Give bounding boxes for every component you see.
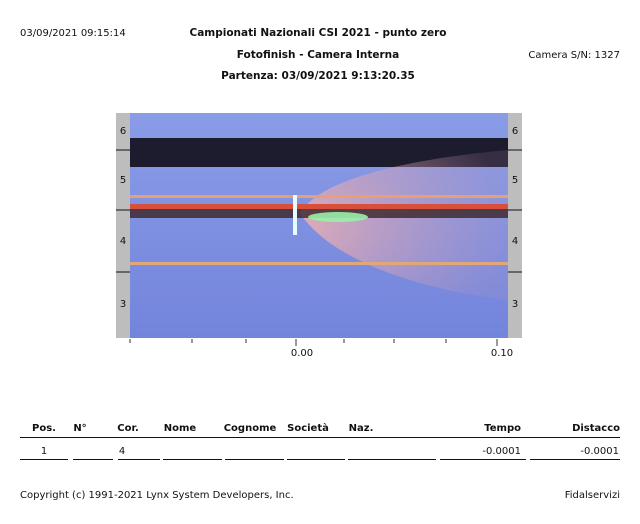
lane-line [130,204,508,209]
lane-line [130,195,508,198]
start-time: Partenza: 03/09/2021 9:13:20.35 [221,70,415,82]
lane-label: 4 [511,236,519,247]
time-ticks [129,339,498,346]
cell-time: -0.0001 [482,446,521,457]
left-strip [116,113,130,338]
finish-line [293,195,297,235]
lane-label: 3 [511,299,519,310]
column-header: Cognome [223,423,277,434]
column-header: Pos. [32,423,56,434]
timestamp: 03/09/2021 09:15:14 [20,28,126,39]
lane-line [130,262,508,265]
column-header: Tempo [484,423,521,434]
column-header: Nome [163,423,197,434]
column-header: Società [287,423,329,434]
title: Campionati Nazionali CSI 2021 - punto ze… [189,27,447,39]
column-header: Distacco [572,423,620,434]
lane-label: 3 [119,299,127,310]
lane-label: 6 [511,126,519,137]
column-header: Naz. [348,423,374,434]
cell-lane: 4 [118,446,126,457]
lane-label: 6 [119,126,127,137]
cell-pos: 1 [40,446,48,457]
time-label: 0.10 [490,348,514,359]
bright-spot [308,212,368,222]
time-label: 0.00 [290,348,314,359]
lane-dividers [116,149,522,273]
lane-label: 5 [119,175,127,186]
copyright: Copyright (c) 1991-2021 Lynx System Deve… [20,490,294,501]
cell-gap: -0.0001 [580,446,619,457]
lane-label: 4 [119,236,127,247]
column-header: Cor. [117,423,139,434]
camera: Camera S/N: 1327 [528,50,620,61]
column-header: N° [73,423,87,434]
lane-label: 5 [511,175,519,186]
subtitle: Fotofinish - Camera Interna [236,49,400,61]
brand: Fidalservizi [564,490,620,501]
right-strip [508,113,522,338]
